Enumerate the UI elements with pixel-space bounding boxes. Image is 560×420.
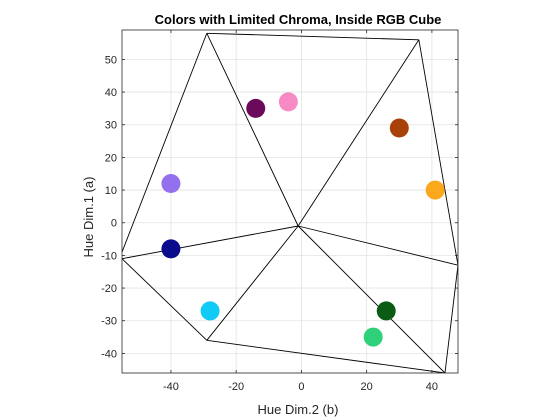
- boundary-edge: [298, 225, 458, 266]
- x-tick-label: 20: [361, 381, 373, 393]
- x-axis-label: Hue Dim.2 (b): [258, 402, 339, 417]
- y-tick-label: 20: [105, 152, 117, 164]
- boundary-edge: [122, 225, 299, 260]
- boundary-edge: [206, 339, 446, 373]
- y-tick-label: -40: [101, 348, 117, 360]
- data-point: [389, 118, 409, 138]
- boundary-edge: [297, 225, 446, 373]
- chart-title: Colors with Limited Chroma, Inside RGB C…: [155, 12, 442, 27]
- boundary-edge: [206, 33, 299, 227]
- data-point: [161, 174, 181, 194]
- y-axis-label: Hue Dim.1 (a): [81, 177, 96, 258]
- x-tick-label: -20: [228, 381, 244, 393]
- data-point: [363, 327, 383, 347]
- data-points: [161, 92, 445, 347]
- boundary-edge: [418, 39, 458, 266]
- boundary-edge: [206, 225, 299, 341]
- x-tick-label: 40: [426, 381, 438, 393]
- y-tick-label: 0: [111, 218, 117, 230]
- axes-box: [121, 29, 459, 374]
- y-tick-label: 50: [105, 54, 117, 66]
- data-point: [425, 180, 445, 200]
- grid: [122, 30, 458, 373]
- y-tick-label: 30: [105, 120, 117, 132]
- boundary-edge: [297, 39, 420, 227]
- boundary-edge: [122, 33, 208, 253]
- boundary-edge: [122, 258, 208, 341]
- data-point: [376, 301, 396, 321]
- y-tick-label: 10: [105, 185, 117, 197]
- y-tick-label: -30: [101, 316, 117, 328]
- rgb-cube-boundary: [122, 32, 458, 373]
- x-tick-label: -40: [163, 381, 179, 393]
- data-point: [246, 98, 266, 118]
- y-tick-label: -10: [101, 250, 117, 262]
- y-tick-label: -20: [101, 283, 117, 295]
- y-tick-label: 40: [105, 87, 117, 99]
- boundary-edge: [206, 32, 419, 41]
- data-point: [278, 92, 298, 112]
- boundary-edge: [444, 265, 458, 373]
- data-point: [200, 301, 220, 321]
- x-tick-label: 0: [298, 381, 304, 393]
- data-point: [161, 239, 181, 259]
- axis-ticks: -40 -20 0 20 40 -40 -30 -20 -10 0 10 20 30 40 50: [101, 30, 458, 393]
